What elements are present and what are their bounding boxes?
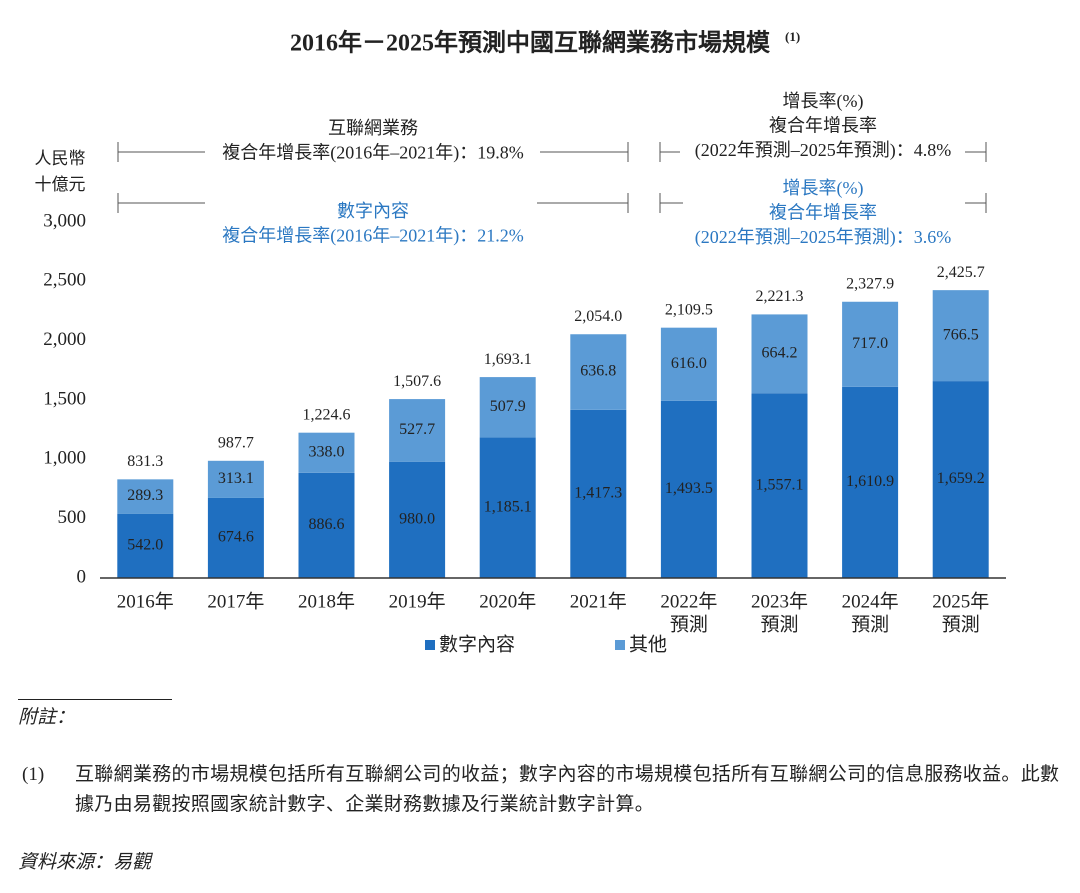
y-tick-label: 1,000: [43, 448, 86, 469]
bar-segment: [298, 432, 355, 473]
annotation-text: 數字內容: [337, 201, 409, 221]
bar-segment: [389, 399, 446, 462]
segment-label: 542.0: [127, 537, 163, 554]
bar-segment: [932, 381, 989, 578]
bar-segment: [660, 400, 717, 578]
y-label: 人民幣: [35, 149, 86, 168]
x-tick-label: 2021年: [570, 590, 627, 612]
legend-swatch: [425, 640, 435, 650]
chart-title: 2016年－2025年預測中國互聯網業務市場規模: [290, 29, 771, 57]
bar-segment: [932, 290, 989, 382]
segment-label: 664.2: [762, 344, 798, 361]
bar-segment: [389, 461, 446, 578]
bar-segment: [751, 314, 808, 394]
segment-label: 1,493.5: [665, 480, 713, 497]
x-tick-label: 2016年: [117, 590, 174, 612]
x-tick-label: 2019年: [389, 590, 446, 612]
legend-label: 其他: [629, 633, 667, 655]
total-label: 1,507.6: [393, 373, 441, 390]
legend-label: 數字內容: [439, 633, 515, 655]
segment-label: 766.5: [943, 326, 979, 343]
total-label: 2,109.5: [665, 301, 713, 318]
y-tick-label: 500: [58, 507, 87, 528]
x-tick-label: 2025年: [932, 590, 989, 612]
x-tick-note: 預測: [670, 613, 708, 635]
bar-segment: [570, 409, 627, 578]
source: 資料來源：易觀: [18, 852, 152, 873]
annotation-text: 複合年增長率(2016年–2021年)：21.2%: [222, 226, 523, 247]
y-tick-label: 2,000: [43, 329, 86, 350]
y-tick-label: 2,500: [43, 270, 86, 291]
segment-label: 507.9: [490, 398, 526, 415]
annotation-text: 複合年增長率: [769, 203, 877, 223]
total-label: 2,327.9: [846, 275, 894, 292]
segment-label: 674.6: [218, 529, 254, 546]
segment-label: 886.6: [309, 516, 345, 533]
annotation-text: 增長率(%): [783, 178, 864, 199]
x-tick-note: 預測: [851, 613, 889, 635]
annotation-text: 複合年增長率(2016年–2021年)：19.8%: [222, 143, 523, 164]
bar-segment: [298, 472, 355, 578]
bar-segment: [660, 327, 717, 401]
total-label: 987.7: [218, 434, 254, 451]
x-tick-label: 2017年: [207, 590, 264, 612]
note-heading: 附註：: [18, 707, 76, 728]
annotation-text: 互聯網業務: [328, 118, 418, 138]
y-tick-label: 3,000: [43, 210, 86, 231]
x-tick-note: 預測: [942, 613, 980, 635]
bar-segment: [479, 377, 536, 438]
segment-label: 636.8: [580, 363, 616, 380]
segment-label: 527.7: [399, 421, 435, 438]
segment-label: 717.0: [852, 335, 888, 352]
bar-segment: [207, 497, 264, 578]
note-rule: [18, 699, 172, 700]
annotation-text: 增長率(%): [783, 91, 864, 112]
segment-label: 1,417.3: [574, 485, 622, 502]
bar-segment: [570, 334, 627, 410]
legend-swatch: [615, 640, 625, 650]
x-tick-label: 2024年: [842, 590, 899, 612]
annotation-text: (2022年預測–2025年預測)：4.8%: [695, 140, 951, 161]
segment-label: 616.0: [671, 355, 707, 372]
segment-label: 313.1: [218, 470, 254, 487]
annotation-text: (2022年預測–2025年預測)：3.6%: [695, 227, 951, 248]
segment-label: 1,557.1: [756, 476, 804, 493]
total-label: 1,693.1: [484, 351, 532, 368]
chart: 2016年－2025年預測中國互聯網業務市場規模 (1) 人民幣 十億元 0 50…: [35, 29, 1006, 655]
total-label: 831.3: [127, 453, 163, 470]
annotation-text: 複合年增長率: [769, 116, 877, 136]
total-label: 2,425.7: [937, 264, 985, 281]
y-tick-label: 0: [77, 566, 87, 587]
bar-segment: [479, 437, 536, 578]
segment-label: 1,185.1: [484, 498, 532, 515]
x-tick-label: 2020年: [479, 590, 536, 612]
segment-label: 980.0: [399, 511, 435, 528]
note-text: 互聯網業務的市場規模包括所有互聯網公司的收益；數字內容的市場規模包括所有互聯網公…: [75, 764, 1060, 815]
total-label: 2,054.0: [574, 308, 622, 325]
total-label: 1,224.6: [303, 406, 351, 423]
y-tick-label: 1,500: [43, 388, 86, 409]
y-label: 十億元: [35, 175, 86, 194]
bar-segment: [842, 301, 899, 387]
total-label: 2,221.3: [756, 288, 804, 305]
x-tick-label: 2018年: [298, 590, 355, 612]
bar-segment: [842, 386, 899, 578]
segment-label: 1,610.9: [846, 473, 894, 490]
bar-segment: [751, 393, 808, 578]
bar-segment: [117, 513, 174, 578]
note-marker: (1): [22, 764, 45, 785]
segment-label: 289.3: [127, 487, 163, 504]
title-note: (1): [785, 29, 800, 44]
bar-segment: [207, 460, 264, 498]
x-tick-label: 2023年: [751, 590, 808, 612]
segment-label: 338.0: [309, 443, 345, 460]
x-tick-label: 2022年: [660, 590, 717, 612]
segment-label: 1,659.2: [937, 470, 985, 487]
x-tick-note: 預測: [760, 613, 798, 635]
bar-segment: [117, 479, 174, 514]
